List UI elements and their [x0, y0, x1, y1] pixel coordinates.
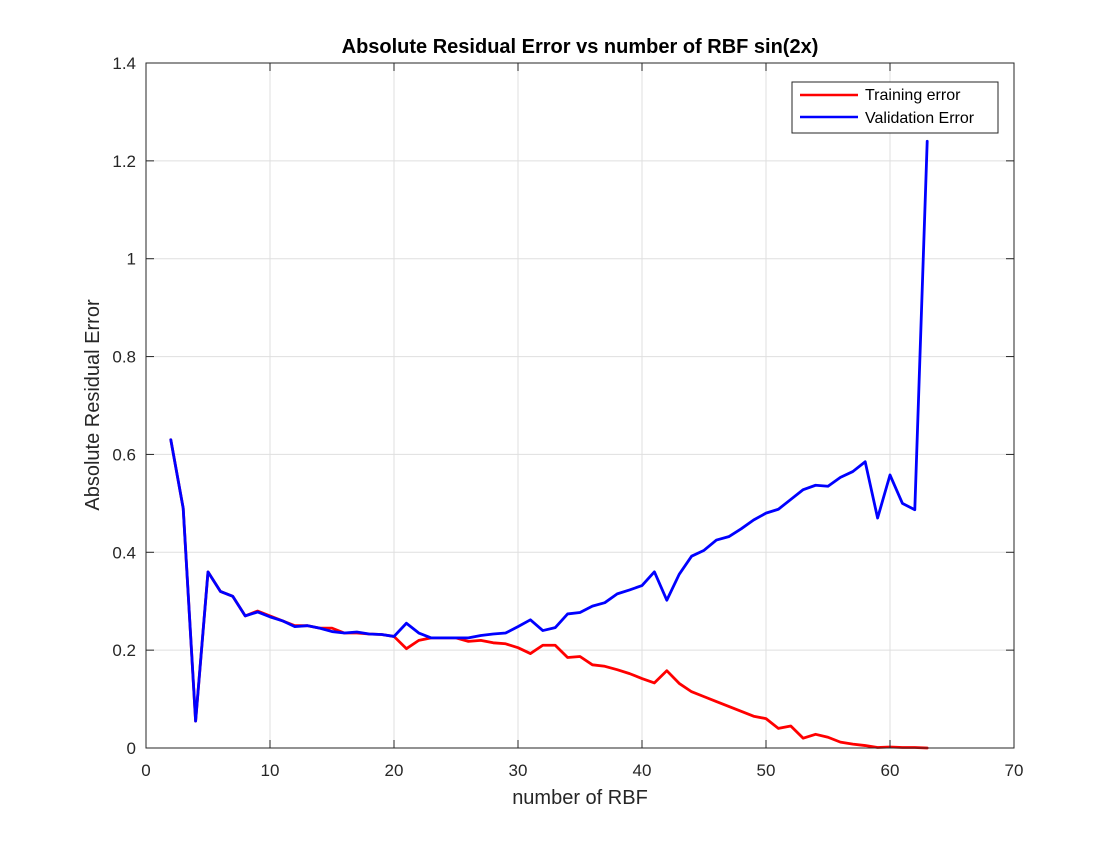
legend-label-training: Training error	[865, 87, 961, 104]
x-axis-label: number of RBF	[512, 787, 648, 809]
x-tick-label: 70	[1005, 761, 1024, 780]
grid-lines	[146, 63, 1014, 748]
y-axis-label: Absolute Residual Error	[82, 299, 104, 511]
x-tick-label: 10	[261, 761, 280, 780]
y-tick-label: 0	[127, 739, 136, 758]
y-tick-label: 0.4	[112, 543, 136, 562]
x-tick-label: 20	[385, 761, 404, 780]
x-tick-label: 50	[757, 761, 776, 780]
x-tick-label: 60	[881, 761, 900, 780]
axis-ticks	[145, 62, 1015, 749]
legend-label-validation: Validation Error	[865, 110, 975, 127]
plot-area	[146, 63, 1014, 748]
y-tick-labels: 0 0.2 0.4 0.6 0.8 1 1.2 1.4	[112, 54, 136, 758]
series-lines	[169, 139, 929, 750]
series-line-validation-error	[169, 139, 929, 723]
x-tick-labels: 0 10 20 30 40 50 60 70	[141, 761, 1023, 780]
y-tick-label: 1.2	[112, 152, 136, 171]
chart-title: Absolute Residual Error vs number of RBF…	[342, 36, 819, 58]
y-tick-label: 0.8	[112, 348, 136, 367]
y-tick-label: 1	[127, 250, 136, 269]
x-tick-label: 30	[509, 761, 528, 780]
legend-box	[791, 81, 999, 134]
y-tick-label: 1.4	[112, 54, 136, 73]
y-tick-label: 0.2	[112, 641, 136, 660]
legend: Training error Validation Error	[791, 81, 999, 134]
plot-frame	[145, 62, 1015, 749]
y-tick-label: 0.6	[112, 445, 136, 464]
x-tick-label: 0	[141, 761, 150, 780]
x-tick-label: 40	[633, 761, 652, 780]
